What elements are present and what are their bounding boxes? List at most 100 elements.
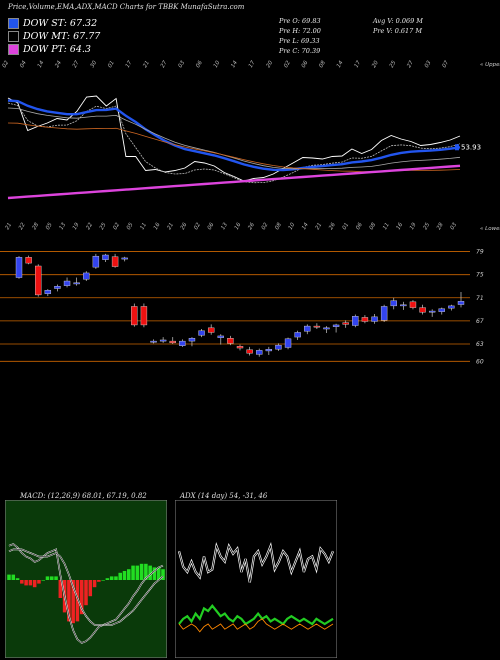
date-label-bottom: 11 [139, 222, 148, 231]
date-label-bottom: 25 [423, 222, 432, 231]
date-label-bottom: 21 [166, 222, 175, 231]
price-tick-label: 63 [476, 341, 484, 348]
macd-histogram-bar [20, 580, 24, 584]
candle-body [73, 282, 80, 285]
date-label-bottom: 13 [220, 222, 229, 231]
candle-body [361, 317, 369, 322]
date-label-bottom: 05 [126, 222, 135, 231]
macd-histogram-bar [54, 576, 58, 580]
date-label-bottom: 21 [5, 222, 14, 231]
candle-body [217, 335, 224, 338]
date-label-top: 14 [336, 60, 345, 69]
candle-body [188, 338, 196, 342]
last-value-label: 53.93 [461, 143, 481, 151]
price-tick-label: 67 [476, 318, 484, 325]
date-label-top: 03 [178, 60, 187, 69]
macd-panel [5, 500, 167, 658]
date-label-bottom: 28 [436, 222, 445, 231]
candle-body [256, 350, 263, 355]
candle-body [198, 330, 205, 336]
candle-body [438, 308, 445, 312]
macd-histogram-bar [79, 580, 84, 615]
macd-histogram-bar [156, 567, 161, 580]
date-label-top: 25 [389, 60, 398, 69]
candle-body [457, 301, 465, 305]
adx-minusdi-line [178, 618, 334, 633]
macd-histogram-bar [92, 580, 97, 588]
date-label-bottom: 14 [301, 222, 310, 231]
macd-histogram-bar [75, 580, 80, 622]
ema-mid-line [7, 107, 461, 170]
candle-body [265, 348, 273, 352]
date-label-bottom: 02 [193, 222, 202, 231]
macd-histogram-bar [109, 576, 114, 580]
macd-histogram-bar [114, 576, 118, 580]
legend-dow-st: DOW ST: 67.32 [8, 17, 97, 29]
date-label-bottom: 22 [18, 222, 27, 231]
candle-body [409, 301, 417, 308]
legend-dow-mt: DOW MT: 67.77 [8, 30, 100, 42]
legend-swatch-st [8, 17, 19, 29]
macd-histogram-bar [131, 565, 135, 580]
date-label-top: 07 [442, 60, 451, 69]
macd-histogram-bar [32, 580, 37, 588]
chart-title: Price,Volume,EMA,ADX,MACD Charts for TBB… [8, 3, 245, 11]
date-label-bottom: 21 [315, 222, 324, 231]
macd-histogram-bar [127, 569, 131, 580]
macd-histogram-bar [67, 580, 71, 622]
macd-histogram-bar [144, 563, 148, 580]
date-label-bottom: 19 [409, 222, 418, 231]
macd-histogram-bar [118, 572, 122, 580]
adx-panel [175, 500, 337, 658]
date-label-bottom: 06 [207, 222, 216, 231]
date-label-top: 06 [195, 60, 204, 69]
candle-body [44, 290, 52, 294]
date-label-top: 03 [424, 60, 433, 69]
date-label-top: 04 [19, 60, 28, 69]
date-label-bottom: 02 [112, 222, 121, 231]
date-label-top: 21 [142, 60, 151, 69]
candle-body [400, 304, 407, 307]
macd-title: MACD: (12,26,9) 68.01, 67.19, 0.82 [20, 492, 147, 500]
date-label-top: 17 [125, 60, 134, 69]
adx-title: ADX (14 day) 54, -31, 46 [180, 492, 268, 500]
candle-body [92, 255, 100, 268]
price-tick-label: 75 [476, 272, 484, 279]
candle-body [227, 338, 234, 344]
date-label-top: 01 [107, 60, 116, 69]
date-label-bottom: 08 [274, 222, 283, 231]
macd-histogram-bar [135, 565, 140, 580]
ema-xlong-line [7, 164, 461, 200]
ema-long-line [7, 122, 461, 173]
date-label-top: 02 [2, 60, 11, 69]
candle-body [25, 257, 32, 264]
price-line [7, 95, 461, 182]
stat-pre-open: Pre O: 69.83 [279, 17, 321, 25]
macd-histogram-bar [161, 569, 165, 580]
date-label-bottom: 02 [261, 222, 270, 231]
legend-dow-pt: DOW PT: 64.3 [8, 43, 91, 55]
macd-histogram-bar [148, 565, 152, 580]
candle-body [390, 300, 397, 307]
macd-histogram-bar [97, 580, 101, 582]
date-label-top: 10 [213, 60, 222, 69]
candle-body [54, 286, 61, 289]
date-label-top: 27 [72, 60, 81, 69]
candle-body [35, 265, 42, 296]
price-tick-label: 79 [476, 249, 484, 256]
candle-body [63, 280, 71, 286]
date-label-bottom: 05 [45, 222, 54, 231]
candle-body [352, 316, 359, 326]
candle-body [83, 272, 90, 280]
date-label-top: 06 [301, 60, 310, 69]
candle-body [371, 316, 378, 322]
date-label-bottom: 26 [180, 222, 189, 231]
macd-histogram-bar [58, 580, 63, 598]
macd-histogram-bar [88, 580, 93, 597]
candle-body [448, 305, 455, 309]
legend-label-mt: DOW MT: 67.77 [23, 30, 101, 42]
adx-plusdi-line [178, 544, 334, 583]
macd-histogram-bar [11, 574, 16, 580]
candle-body [111, 256, 119, 267]
upper-label: « Upper [480, 62, 500, 68]
